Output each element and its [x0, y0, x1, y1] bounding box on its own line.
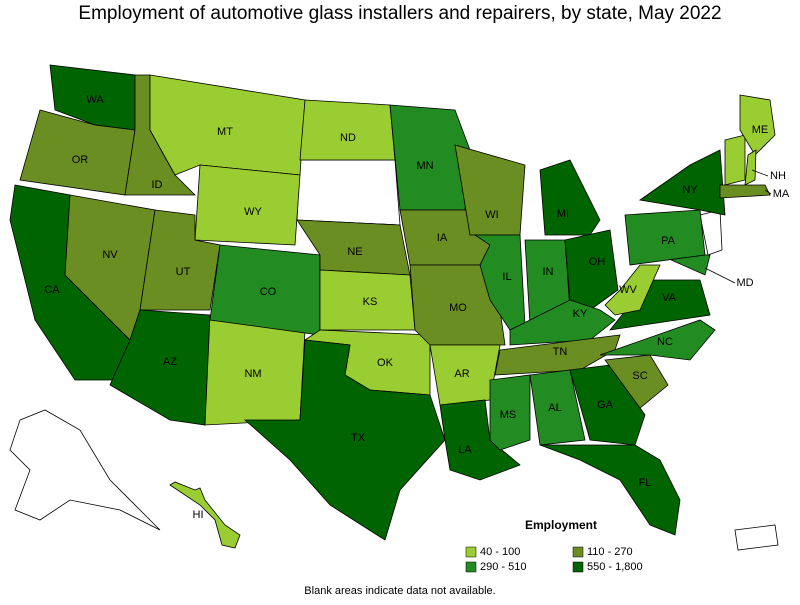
state — [638, 149, 726, 216]
state-label: AZ — [163, 356, 177, 368]
leader-line — [704, 267, 736, 284]
state-label: ME — [752, 124, 769, 136]
state-label: OR — [72, 154, 89, 166]
state-label: WV — [619, 284, 637, 296]
state-label: HI — [193, 509, 204, 521]
state-label: CA — [44, 284, 60, 296]
note: Blank areas indicate data not available. — [304, 585, 495, 597]
state — [509, 299, 616, 346]
legend-swatch — [572, 561, 584, 573]
state — [604, 354, 669, 409]
legend-swatch — [465, 546, 477, 558]
state-label: KS — [363, 296, 378, 308]
state — [744, 149, 757, 186]
state-label: NH — [770, 170, 786, 182]
state-label: MT — [217, 126, 233, 138]
state — [564, 229, 619, 311]
state — [494, 334, 621, 376]
state — [489, 374, 531, 451]
state-label: FL — [639, 477, 652, 489]
state-label: AL — [548, 402, 561, 414]
state-label: KY — [573, 308, 588, 320]
state-label: WA — [86, 94, 104, 106]
legend-label: 550 - 1,800 — [587, 561, 643, 573]
title: Employment of automotive glass installer… — [78, 3, 721, 24]
state — [19, 109, 136, 196]
state — [539, 159, 601, 236]
state — [604, 264, 661, 316]
legend-title: Employment — [525, 518, 597, 532]
legend-swatch — [465, 561, 477, 573]
state-label: MI — [557, 208, 569, 220]
state-label: NE — [347, 246, 362, 258]
state-unlabeled — [724, 134, 746, 186]
leader-line — [764, 189, 772, 195]
state-label: PA — [661, 235, 676, 247]
legend-label: 290 - 510 — [480, 561, 526, 573]
alaska — [9, 409, 161, 531]
state-label: SC — [632, 370, 647, 382]
state-label: IN — [543, 266, 554, 278]
state-label: IA — [437, 232, 448, 244]
state — [539, 444, 681, 536]
state-label: AR — [454, 368, 469, 380]
state-label: TX — [351, 432, 366, 444]
state-label: MA — [773, 188, 790, 200]
state-label: OK — [377, 357, 394, 369]
legend-label: 110 - 270 — [587, 546, 633, 558]
state-label: IL — [502, 271, 511, 283]
state — [599, 319, 716, 361]
state — [569, 364, 646, 446]
state — [529, 369, 586, 446]
state — [719, 184, 771, 199]
state-label: MD — [736, 277, 753, 289]
state-label: ND — [340, 132, 356, 144]
state-blank — [296, 159, 401, 226]
legend-swatch — [572, 546, 584, 558]
state — [169, 481, 241, 549]
state — [739, 94, 776, 156]
leader-line — [751, 169, 769, 177]
state-label: MS — [500, 409, 517, 421]
state-label: MO — [449, 302, 467, 314]
state — [439, 399, 521, 481]
state-label: ID — [152, 179, 163, 191]
state-label: MN — [416, 160, 433, 172]
state-label: OH — [589, 256, 606, 268]
state-label: NY — [682, 184, 698, 196]
state-label: CO — [260, 286, 277, 298]
state — [243, 339, 446, 541]
state-label: NM — [244, 368, 261, 380]
state — [473, 234, 526, 331]
state-label: NC — [657, 336, 673, 348]
state-label: TN — [553, 346, 568, 358]
legend-label: 40 - 100 — [480, 546, 520, 558]
state-label: UT — [176, 266, 191, 278]
state — [299, 99, 396, 161]
state-label: WY — [244, 206, 262, 218]
state-label: VA — [662, 292, 677, 304]
state-label: NV — [102, 249, 118, 261]
state-label: GA — [597, 399, 614, 411]
state-label: WI — [485, 209, 498, 221]
state-label: LA — [458, 444, 472, 456]
puerto-rico — [734, 524, 779, 551]
state — [194, 164, 301, 246]
state — [624, 209, 706, 266]
